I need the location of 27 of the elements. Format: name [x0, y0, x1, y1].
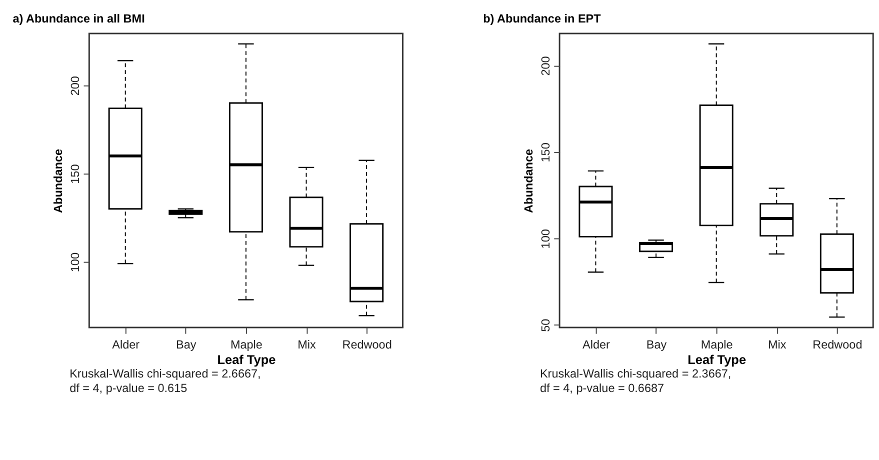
x-tick-label: Redwood [342, 338, 392, 352]
y-tick-label: 200 [68, 76, 82, 96]
x-tick-label: Mix [768, 338, 786, 352]
x-axis-title: Leaf Type [217, 352, 276, 368]
y-tick-label: 150 [539, 142, 552, 162]
y-tick-label: 100 [539, 228, 552, 249]
x-tick-label: Redwood [812, 338, 862, 352]
text: Kruskal-Wallis chi-squared = 2.3667, [540, 367, 732, 380]
text: df = 4, p-value = 0.615 [70, 382, 188, 396]
y-tick-label: 100 [68, 252, 82, 272]
y-tick-label: 150 [68, 164, 82, 184]
y-axis-title: Abundance [522, 148, 536, 213]
x-tick-label: Bay [176, 338, 196, 352]
text: df = 4, p-value = 0.6687 [540, 382, 664, 396]
x-tick-label: Mix [298, 338, 316, 352]
chart-title: b) Abundance in EPT [483, 12, 602, 26]
x-tick-label: Alder [112, 338, 140, 352]
y-tick-label: 200 [539, 56, 552, 76]
x-tick-label: Alder [582, 338, 610, 352]
y-axis-title: Abundance [52, 148, 66, 213]
text: Kruskal-Wallis chi-squared = 2.6667, [70, 367, 261, 380]
chart-title: a) Abundance in all BMI [12, 12, 145, 26]
x-axis-title: Leaf Type [688, 352, 746, 368]
x-tick-label: Bay [646, 338, 667, 352]
y-tick-label: 50 [539, 318, 552, 332]
x-tick-label: Maple [230, 338, 263, 352]
x-tick-label: Maple [700, 338, 734, 352]
